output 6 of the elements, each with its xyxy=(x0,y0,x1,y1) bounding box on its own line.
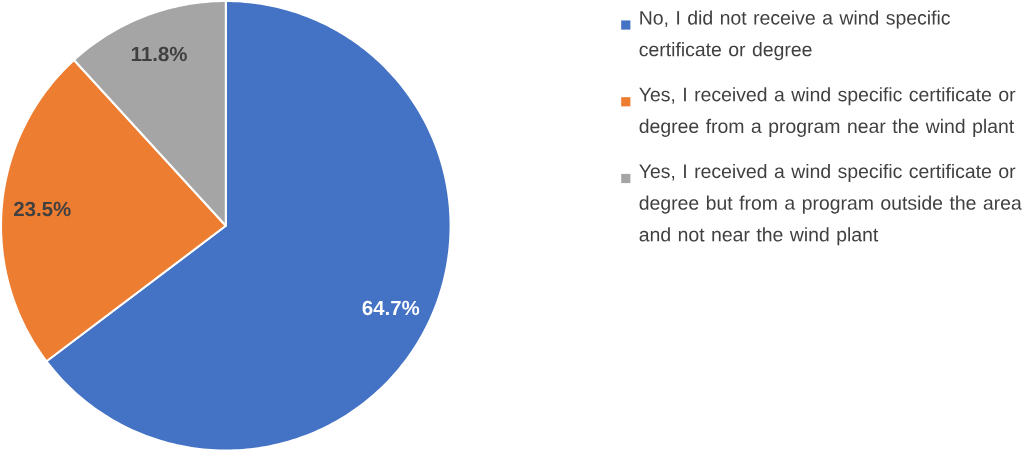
legend-label: No, I did not receive a wind specific certificate or degree xyxy=(639,10,951,61)
legend-label: Yes, I received a wind specific certificate or degree but from a program outside the area and not near the wind plant xyxy=(639,164,1022,246)
data-label: 11.8% xyxy=(131,46,187,62)
data-label: 23.5% xyxy=(13,201,71,217)
data-label: 64.7% xyxy=(362,300,420,316)
legend-label: Yes, I received a wind specific certificate or degree from a program near the wind plant xyxy=(639,87,1016,138)
